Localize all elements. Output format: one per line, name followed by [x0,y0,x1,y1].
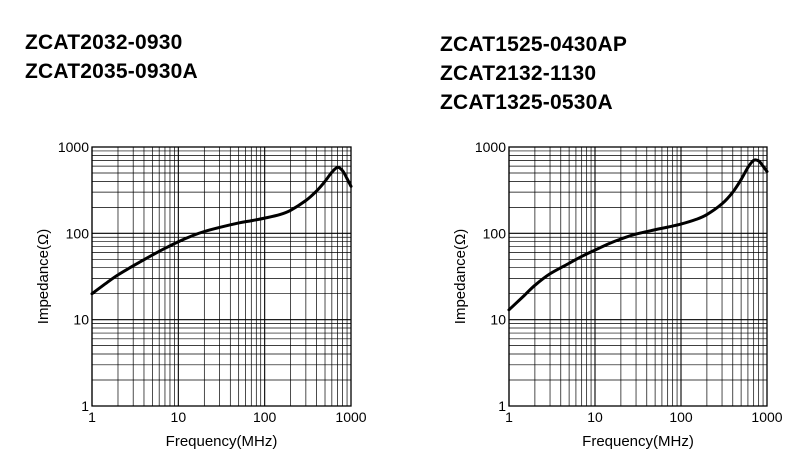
y-tick-label: 100 [66,225,90,241]
plot-frame [508,146,768,407]
y-tick-label: 1000 [58,139,89,155]
chart-panel-right: ZCAT1525-0430AP ZCAT2132-1130 ZCAT1325-0… [400,0,800,459]
x-tick-label: 1000 [751,409,782,425]
impedance-curve [90,165,353,296]
y-tick-label: 1000 [475,139,506,155]
chart-title-line: ZCAT1525-0430AP [440,33,628,56]
x-tick-label: 100 [253,409,277,425]
y-tick-label: 100 [483,225,507,241]
plot-frame [91,146,352,407]
impedance-curve [507,158,769,312]
chart-panel-left: ZCAT2032-0930 ZCAT2035-0930A [25,28,198,86]
x-tick-label: 10 [587,409,603,425]
x-axis-label: Frequency(MHz) [166,433,278,450]
x-tick-label: 1 [88,409,96,425]
y-tick-label: 1 [498,398,506,414]
y-axis-label: Impedance(Ω) [452,229,469,324]
x-tick-label: 1000 [335,409,366,425]
chart-title-right: ZCAT1525-0430AP ZCAT2132-1130 ZCAT1325-0… [440,30,627,117]
x-axis-label: Frequency(MHz) [582,433,694,450]
x-tick-label: 1 [505,409,513,425]
chart-title-line: ZCAT2035-0930A [25,60,198,83]
chart-title-line: ZCAT1325-0530A [440,91,613,114]
chart-title-line: ZCAT2032-0930 [25,31,183,54]
chart-title-left: ZCAT2032-0930 ZCAT2035-0930A [25,28,198,86]
y-tick-label: 1 [81,398,89,414]
y-tick-label: 10 [73,312,89,328]
x-tick-label: 100 [669,409,693,425]
y-tick-label: 10 [490,312,506,328]
x-tick-label: 10 [171,409,187,425]
y-axis-label: Impedance(Ω) [35,229,52,324]
chart-title-line: ZCAT2132-1130 [440,62,597,85]
